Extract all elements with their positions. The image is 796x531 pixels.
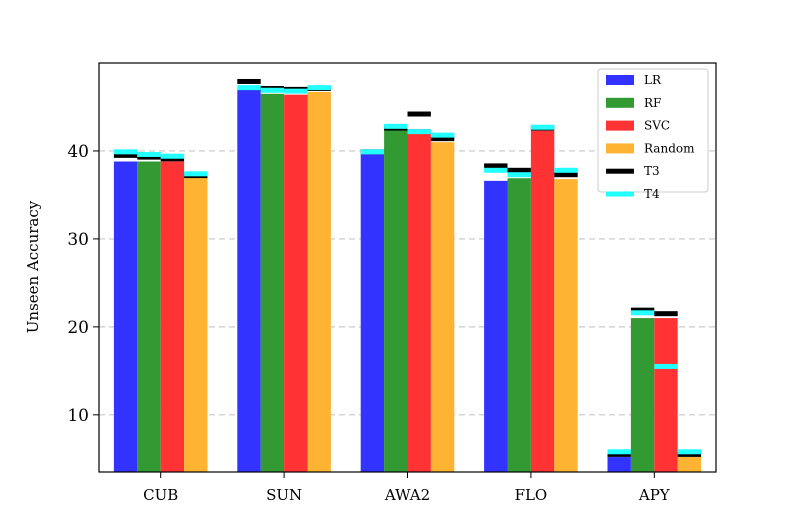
marker-t4 — [284, 88, 308, 94]
marker-t3 — [113, 152, 138, 158]
legend-label-random: Random — [644, 141, 695, 155]
x-tick-label: FLO — [515, 486, 548, 504]
bar-svc-apy — [654, 318, 678, 472]
legend: LR RF SVC Random T3 T4 — [597, 68, 709, 201]
bar-svc-cub — [160, 161, 185, 472]
marker-t4 — [384, 123, 408, 129]
bar-lr-apy — [607, 457, 631, 472]
legend-swatch-rf — [606, 97, 634, 108]
bar-rf-cub — [137, 161, 161, 472]
marker-t4 — [607, 449, 631, 455]
y-axis-title: Unseen Accuracy — [24, 200, 42, 333]
marker-t4 — [407, 129, 431, 135]
marker-t4 — [630, 310, 655, 316]
marker-t3 — [407, 111, 431, 117]
legend-label-t4: T4 — [644, 187, 660, 201]
y-tick-label: 20 — [67, 318, 89, 338]
marker-t4 — [160, 153, 185, 159]
legend-swatch-t4 — [606, 191, 634, 197]
legend-label-lr: LR — [644, 73, 662, 87]
y-tick-label: 10 — [67, 406, 89, 426]
y-tick-label: 30 — [67, 230, 89, 250]
marker-t4 — [507, 172, 531, 178]
marker-t3 — [237, 78, 261, 84]
bar-lr-flo — [484, 180, 508, 472]
marker-t4 — [484, 167, 508, 173]
marker-t4 — [677, 449, 702, 455]
marker-t3 — [430, 136, 455, 142]
marker-t4 — [137, 151, 161, 157]
bar-rf-apy — [630, 318, 655, 472]
legend-label-t3: T3 — [644, 164, 660, 178]
marker-t3 — [160, 156, 185, 162]
bar-rf-flo — [507, 178, 531, 472]
x-tick-label: AWA2 — [384, 486, 430, 504]
marker-t3 — [677, 451, 702, 457]
marker-t4 — [307, 85, 331, 91]
marker-t4 — [260, 87, 285, 93]
bar-random-flo — [554, 179, 578, 473]
legend-label-rf: RF — [644, 96, 661, 110]
marker-t3 — [630, 307, 655, 313]
marker-t4 — [184, 171, 208, 177]
bar-svc-sun — [284, 94, 308, 472]
marker-t3 — [507, 167, 531, 173]
marker-t4 — [530, 124, 555, 130]
bar-lr-sun — [237, 89, 261, 473]
x-axis: CUB SUN AWA2 FLO APY — [143, 472, 671, 504]
marker-t4 — [654, 363, 678, 369]
bars — [113, 78, 702, 473]
marker-t3 — [654, 311, 678, 317]
marker-t4 — [430, 132, 455, 138]
legend-swatch-svc — [606, 120, 634, 131]
marker-t4 — [554, 167, 578, 173]
x-tick-label: CUB — [143, 486, 178, 504]
bar-random-apy — [677, 457, 702, 472]
y-axis: 10 20 30 40 — [67, 142, 99, 426]
bar-svc-awa2 — [407, 128, 431, 472]
bar-random-cub — [184, 177, 208, 472]
marker-t3 — [607, 451, 631, 457]
marker-t4 — [113, 149, 138, 155]
bar-random-awa2 — [430, 142, 455, 472]
bar-random-sun — [307, 92, 331, 472]
x-tick-label: APY — [638, 486, 671, 504]
x-tick-label: SUN — [266, 486, 302, 504]
marker-t3 — [137, 154, 161, 160]
legend-swatch-t3 — [606, 168, 634, 174]
bar-lr-awa2 — [360, 154, 385, 472]
bar-rf-awa2 — [384, 129, 408, 473]
marker-t3 — [484, 163, 508, 169]
bar-svc-flo — [530, 130, 555, 473]
bar-rf-sun — [260, 93, 285, 472]
legend-swatch-lr — [606, 75, 634, 85]
legend-label-svc: SVC — [644, 119, 670, 133]
marker-t4 — [360, 149, 385, 155]
marker-t4 — [237, 85, 261, 91]
y-tick-label: 40 — [67, 142, 89, 162]
legend-swatch-random — [606, 143, 634, 154]
bar-lr-cub — [113, 161, 138, 472]
marker-t3 — [554, 172, 578, 178]
